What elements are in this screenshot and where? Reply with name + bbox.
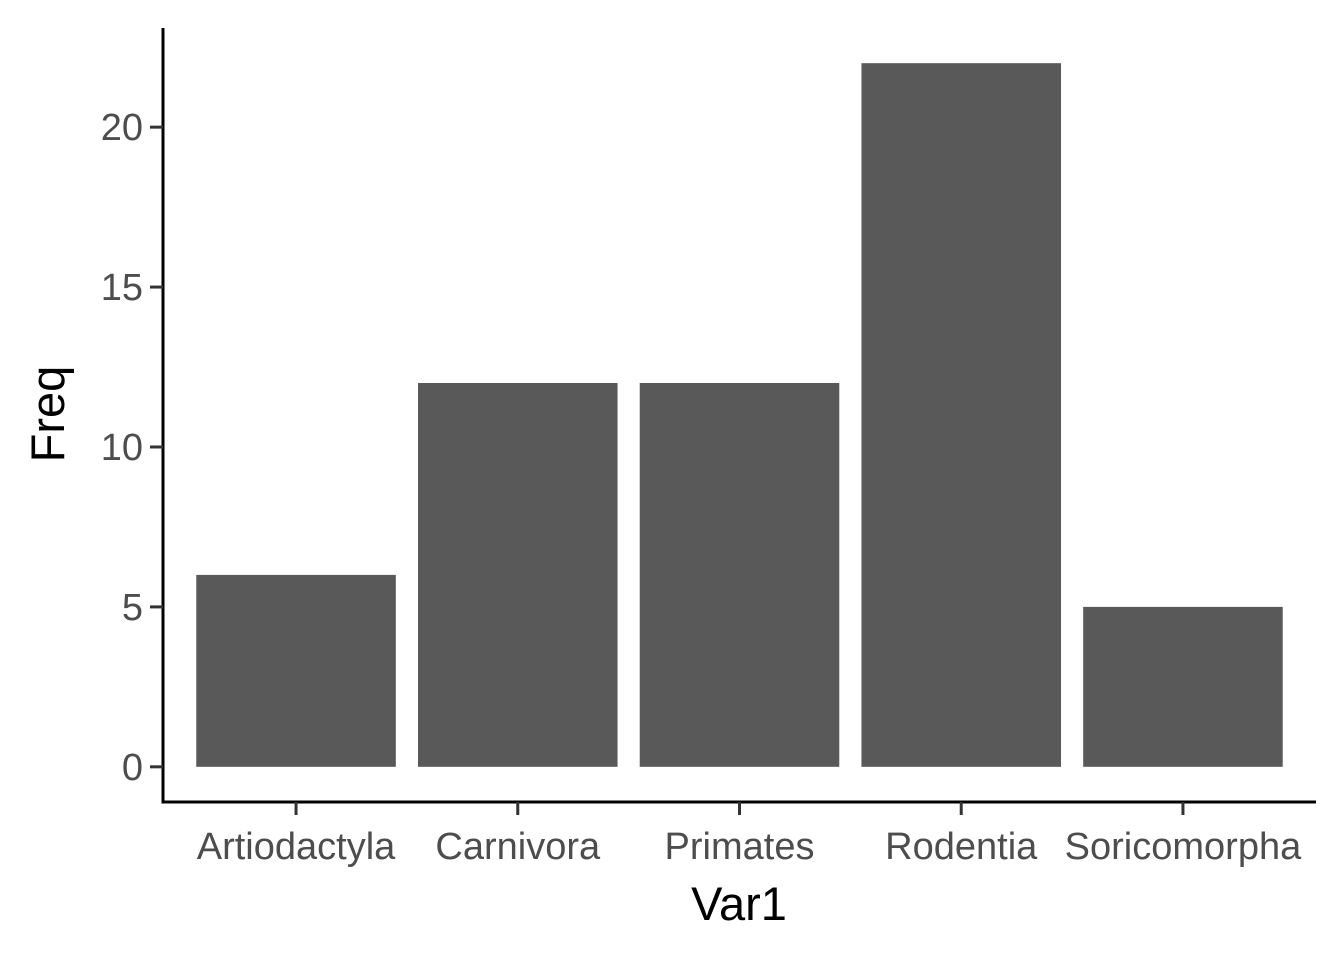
bar-carnivora: [417, 383, 618, 767]
bars: [196, 63, 1283, 767]
x-axis: Artiodactyla Carnivora Primates Rodentia Sor…: [161, 800, 1316, 868]
x-tick-label-soricomorpha: Soricomorpha: [1065, 826, 1302, 868]
bar-rodentia: [861, 63, 1062, 767]
x-tick-label-carnivora: Carnivora: [435, 826, 601, 868]
y-tick-label: 15: [101, 267, 143, 309]
bar-artiodactyla: [196, 574, 396, 767]
x-tick-label-artiodactyla: Artiodactyla: [197, 826, 396, 868]
bar-primates: [639, 383, 840, 767]
x-tick-label-rodentia: Rodentia: [885, 826, 1038, 868]
y-tick-label: 5: [122, 587, 143, 629]
y-tick-label: 10: [101, 427, 143, 469]
x-tick-label-primates: Primates: [665, 826, 815, 868]
y-axis: 0 5 10 15 20: [101, 28, 165, 804]
y-tick-label: 0: [122, 747, 143, 789]
x-axis-title: Var1: [691, 877, 787, 930]
bar-soricomorpha: [1083, 606, 1283, 767]
y-axis-title: Freq: [21, 366, 74, 463]
y-tick-label: 20: [101, 107, 143, 149]
